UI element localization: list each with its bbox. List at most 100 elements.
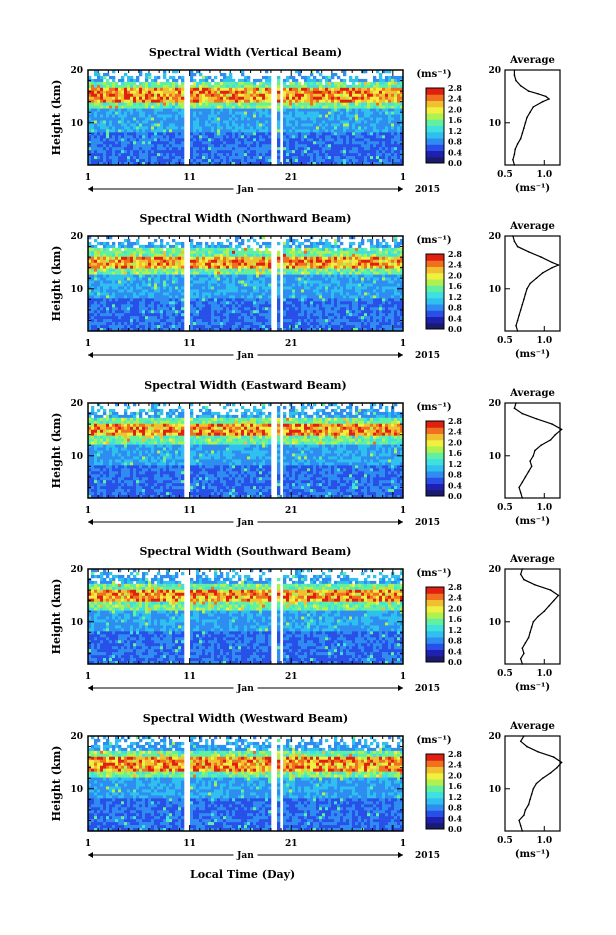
heatmap-cell <box>376 129 379 132</box>
heatmap-cell <box>124 263 127 266</box>
heatmap-cell <box>100 272 103 275</box>
heatmap-cell <box>265 112 268 115</box>
heatmap-cell <box>331 103 334 106</box>
heatmap-cell <box>250 153 253 156</box>
heatmap-cell <box>163 298 166 301</box>
heatmap-cell <box>382 126 385 129</box>
heatmap-cell <box>196 295 199 298</box>
heatmap-cell <box>337 135 340 138</box>
heatmap-cell <box>220 275 223 278</box>
heatmap-cell <box>223 150 226 153</box>
heatmap-cell <box>295 150 298 153</box>
heatmap-cell <box>277 115 280 118</box>
heatmap-cell <box>394 91 397 94</box>
heatmap-cell <box>337 91 340 94</box>
heatmap-cell <box>250 115 253 118</box>
heatmap-cell <box>160 245 163 248</box>
heatmap-cell <box>235 245 238 248</box>
heatmap-cell <box>247 103 250 106</box>
heatmap-cell <box>310 123 313 126</box>
heatmap-cell <box>103 284 106 287</box>
heatmap-cell <box>115 304 118 307</box>
heatmap-cell <box>148 135 151 138</box>
heatmap-cell <box>238 79 241 82</box>
heatmap-cell <box>106 118 109 121</box>
heatmap-cell <box>178 310 181 313</box>
heatmap-cell <box>250 103 253 106</box>
heatmap-cell <box>241 281 244 284</box>
heatmap-cell <box>226 248 229 251</box>
heatmap-cell <box>298 126 301 129</box>
heatmap-cell <box>109 254 112 257</box>
heatmap-cell <box>352 97 355 100</box>
heatmap-cell <box>205 144 208 147</box>
heatmap-cell <box>190 79 193 82</box>
heatmap-cell <box>235 94 238 97</box>
heatmap-cell <box>94 313 97 316</box>
heatmap-cell <box>223 257 226 260</box>
heatmap-cell <box>181 156 184 159</box>
heatmap-cell <box>325 91 328 94</box>
heatmap-cell <box>253 316 256 319</box>
heatmap-cell <box>238 147 241 150</box>
heatmap-cell <box>289 88 292 91</box>
heatmap-cell <box>283 301 286 304</box>
heatmap-cell <box>292 82 295 85</box>
heatmap-cell <box>247 310 250 313</box>
heatmap-cell <box>121 153 124 156</box>
heatmap-cell <box>130 88 133 91</box>
heatmap-cell <box>241 325 244 328</box>
heatmap-cell <box>115 284 118 287</box>
heatmap-cell <box>232 153 235 156</box>
heatmap-cell <box>235 248 238 251</box>
heatmap-cell <box>217 94 220 97</box>
heatmap-cell <box>91 123 94 126</box>
heatmap-cell <box>127 100 130 103</box>
heatmap-cell <box>289 316 292 319</box>
heatmap-cell <box>343 91 346 94</box>
heatmap-cell <box>217 91 220 94</box>
heatmap-cell <box>91 289 94 292</box>
heatmap-cell <box>130 135 133 138</box>
heatmap-cell <box>157 150 160 153</box>
heatmap-cell <box>205 97 208 100</box>
heatmap-cell <box>199 322 202 325</box>
heatmap-cell <box>181 313 184 316</box>
heatmap-cell <box>349 91 352 94</box>
heatmap-cell <box>328 82 331 85</box>
heatmap-cell <box>394 115 397 118</box>
heatmap-cell <box>286 100 289 103</box>
heatmap-cell <box>238 263 241 266</box>
heatmap-cell <box>136 269 139 272</box>
heatmap-cell <box>190 245 193 248</box>
heatmap-cell <box>202 123 205 126</box>
heatmap-cell <box>115 292 118 295</box>
heatmap-cell <box>112 295 115 298</box>
heatmap-cell <box>268 289 271 292</box>
heatmap-cell <box>379 156 382 159</box>
heatmap-cell <box>265 120 268 123</box>
heatmap-cell <box>145 295 148 298</box>
heatmap-cell <box>103 301 106 304</box>
heatmap-cell <box>232 112 235 115</box>
heatmap-cell <box>292 289 295 292</box>
heatmap-cell <box>166 147 169 150</box>
heatmap-cell <box>268 144 271 147</box>
heatmap-cell <box>346 112 349 115</box>
heatmap-cell <box>211 126 214 129</box>
heatmap-cell <box>127 126 130 129</box>
heatmap-cell <box>175 94 178 97</box>
heatmap-cell <box>370 118 373 121</box>
heatmap-cell <box>340 100 343 103</box>
heatmap-cell <box>265 307 268 310</box>
heatmap-cell <box>151 245 154 248</box>
heatmap-cell <box>124 103 127 106</box>
heatmap-cell <box>397 103 400 106</box>
heatmap-cell <box>304 112 307 115</box>
heatmap-cell <box>163 263 166 266</box>
heatmap-cell <box>127 138 130 141</box>
heatmap-cell <box>94 260 97 263</box>
heatmap-cell <box>232 132 235 135</box>
heatmap-cell <box>169 115 172 118</box>
heatmap-cell <box>253 109 256 112</box>
